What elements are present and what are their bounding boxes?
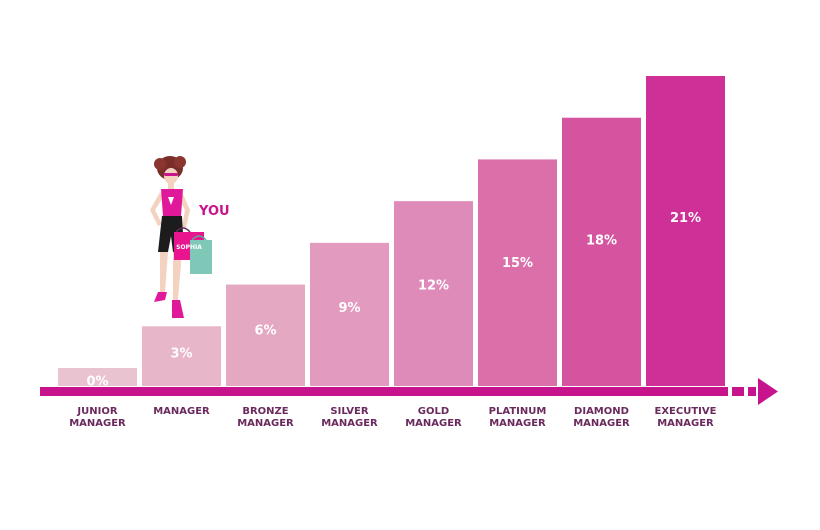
bar-1 — [142, 326, 221, 386]
axis-line — [40, 387, 728, 396]
category-label: BRONZE MANAGER — [237, 406, 294, 429]
axis-dash — [748, 387, 756, 396]
category-label: JUNIOR MANAGER — [69, 406, 126, 429]
axis-arrowhead — [758, 378, 778, 405]
axis-dash — [732, 387, 744, 396]
bar-value-label: 21% — [670, 211, 701, 226]
bar-6 — [562, 117, 641, 386]
x-axis-arrow — [40, 378, 778, 405]
bar-value-label: 6% — [254, 324, 276, 339]
category-label: MANAGER — [153, 406, 210, 417]
bar-3 — [310, 242, 389, 386]
bar-5 — [478, 159, 557, 386]
category-label: DIAMOND MANAGER — [573, 406, 630, 429]
bar-value-label: 18% — [586, 234, 617, 249]
category-label: SILVER MANAGER — [321, 406, 378, 429]
bar-0 — [58, 368, 137, 386]
shopper-figure-illustration: SOPHIA — [150, 156, 212, 318]
category-label: PLATINUM MANAGER — [489, 406, 547, 429]
bar-value-label: 15% — [502, 256, 533, 271]
bars-layer: 0% 3% 6% 9% 12% 15% 18% 21% — [58, 76, 725, 390]
bar-value-label: 9% — [338, 301, 360, 316]
bar-7 — [646, 76, 725, 386]
bag-brand-text: SOPHIA — [176, 244, 202, 251]
category-labels: JUNIOR MANAGER MANAGER BRONZE MANAGER SILVER M… — [69, 406, 716, 429]
category-label: GOLD MANAGER — [405, 406, 462, 429]
bar-value-label: 3% — [170, 346, 192, 361]
bar-value-label: 12% — [418, 279, 449, 294]
category-label: EXECUTIVE MANAGER — [655, 406, 717, 429]
you-marker-label: YOU — [198, 204, 230, 219]
bar-2 — [226, 284, 305, 386]
bar-4 — [394, 201, 473, 386]
bar-value-label: 0% — [86, 375, 108, 390]
